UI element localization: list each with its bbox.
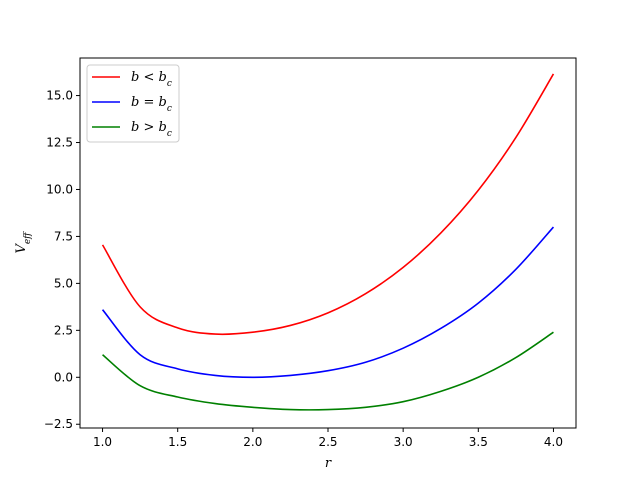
x-tick-label: 2.0 bbox=[243, 435, 262, 449]
legend: b < bc b = bc b > bc bbox=[86, 64, 180, 143]
x-tick-label: 2.5 bbox=[318, 435, 337, 449]
y-axis-label: Veff bbox=[14, 231, 33, 254]
series-line-2 bbox=[101, 226, 555, 379]
y-tick-label: 10.0 bbox=[46, 182, 73, 196]
legend-label-subscript: c bbox=[167, 79, 172, 89]
y-tick-label: −2.5 bbox=[44, 417, 73, 431]
x-tick-label: 1.5 bbox=[168, 435, 187, 449]
series-line-1 bbox=[101, 73, 555, 336]
legend-label-1: b < bc bbox=[131, 70, 172, 89]
x-tick-label: 3.5 bbox=[469, 435, 488, 449]
x-tick-label: 4.0 bbox=[544, 435, 563, 449]
y-tick-label: 15.0 bbox=[46, 89, 73, 103]
series-line-3 bbox=[102, 331, 554, 411]
y-tick-label: 7.5 bbox=[54, 229, 73, 243]
y-tick-label: 12.5 bbox=[46, 136, 73, 150]
legend-label-3: b > bc bbox=[131, 120, 172, 139]
x-axis-ticks: 1.0 1.5 2.0 2.5 3.0 3.5 4.0 bbox=[93, 428, 563, 449]
x-tick-label: 1.0 bbox=[93, 435, 112, 449]
y-tick-label: 0.0 bbox=[54, 370, 73, 384]
y-axis-label-sub: eff bbox=[23, 231, 33, 244]
series-lines bbox=[101, 73, 555, 411]
y-tick-label: 2.5 bbox=[54, 323, 73, 337]
legend-box bbox=[86, 64, 180, 143]
legend-label-subscript: c bbox=[167, 129, 172, 139]
y-axis-ticks: −2.5 0.0 2.5 5.0 7.5 10.0 12.5 15.0 bbox=[44, 89, 80, 431]
legend-label-2: b = bc bbox=[131, 95, 172, 114]
legend-label-subscript: c bbox=[167, 104, 172, 114]
x-axis-label: r bbox=[325, 456, 332, 471]
x-tick-label: 3.0 bbox=[394, 435, 413, 449]
y-tick-label: 5.0 bbox=[54, 276, 73, 290]
